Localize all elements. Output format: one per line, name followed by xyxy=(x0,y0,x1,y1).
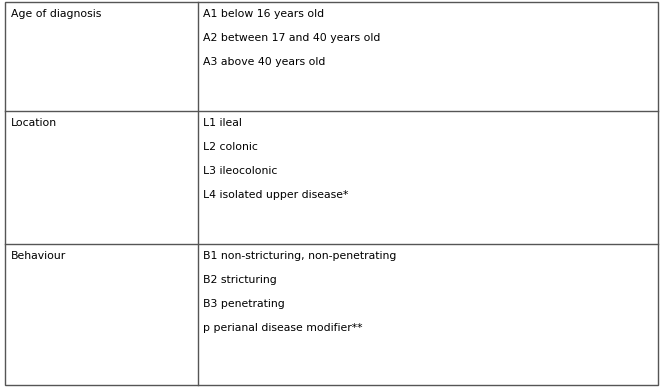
Text: Age of diagnosis: Age of diagnosis xyxy=(11,9,101,19)
Text: Behaviour: Behaviour xyxy=(11,252,66,262)
Text: B1 non-stricturing, non-penetrating: B1 non-stricturing, non-penetrating xyxy=(203,252,396,262)
Text: A1 below 16 years old: A1 below 16 years old xyxy=(203,9,324,19)
Text: p perianal disease modifier**: p perianal disease modifier** xyxy=(203,324,363,334)
Text: L2 colonic: L2 colonic xyxy=(203,142,258,152)
Text: B2 stricturing: B2 stricturing xyxy=(203,276,277,286)
Text: L4 isolated upper disease*: L4 isolated upper disease* xyxy=(203,190,349,200)
Text: L1 ileal: L1 ileal xyxy=(203,118,242,128)
Text: L3 ileocolonic: L3 ileocolonic xyxy=(203,166,277,176)
Text: B3 penetrating: B3 penetrating xyxy=(203,300,285,310)
Text: A3 above 40 years old: A3 above 40 years old xyxy=(203,57,326,67)
Text: Location: Location xyxy=(11,118,57,128)
Text: A2 between 17 and 40 years old: A2 between 17 and 40 years old xyxy=(203,33,381,43)
